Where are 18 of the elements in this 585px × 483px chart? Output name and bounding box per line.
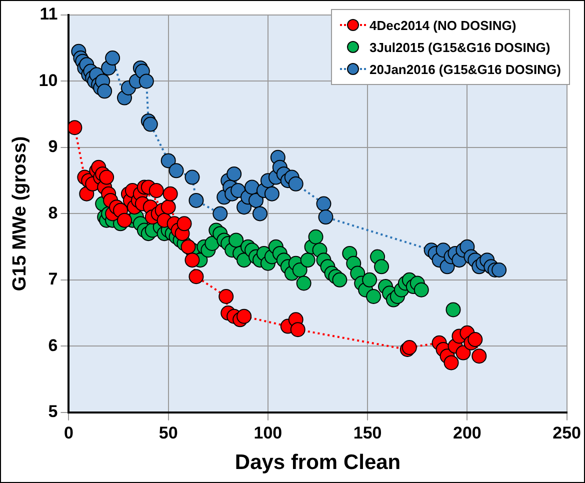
y-tick-label: 5 <box>48 402 58 422</box>
x-tick-label: 150 <box>353 423 382 442</box>
y-tick-label: 6 <box>48 336 58 355</box>
x-axis-title: Days from Clean <box>234 451 401 474</box>
legend-label: 3Jul2015 (G15&G16 DOSING) <box>370 40 550 54</box>
x-tick-label: 100 <box>254 423 282 442</box>
x-tick-label: 250 <box>552 423 582 442</box>
legend-label: 4Dec2014 (NO DOSING) <box>370 18 516 32</box>
x-tick-label: 50 <box>158 423 178 442</box>
x-tick-label: 0 <box>64 423 74 442</box>
y-tick-label: 8 <box>48 203 58 222</box>
x-tick-label: 200 <box>453 423 482 442</box>
legend-label: 20Jan2016 (G15&G16 DOSING) <box>370 62 561 76</box>
y-tick-label: 10 <box>38 70 58 90</box>
y-tick-label: 9 <box>48 137 58 156</box>
y-axis-title: G15 MWe (gross) <box>10 136 31 292</box>
y-tick-label: 11 <box>40 4 58 24</box>
y-tick-label: 7 <box>48 270 58 289</box>
